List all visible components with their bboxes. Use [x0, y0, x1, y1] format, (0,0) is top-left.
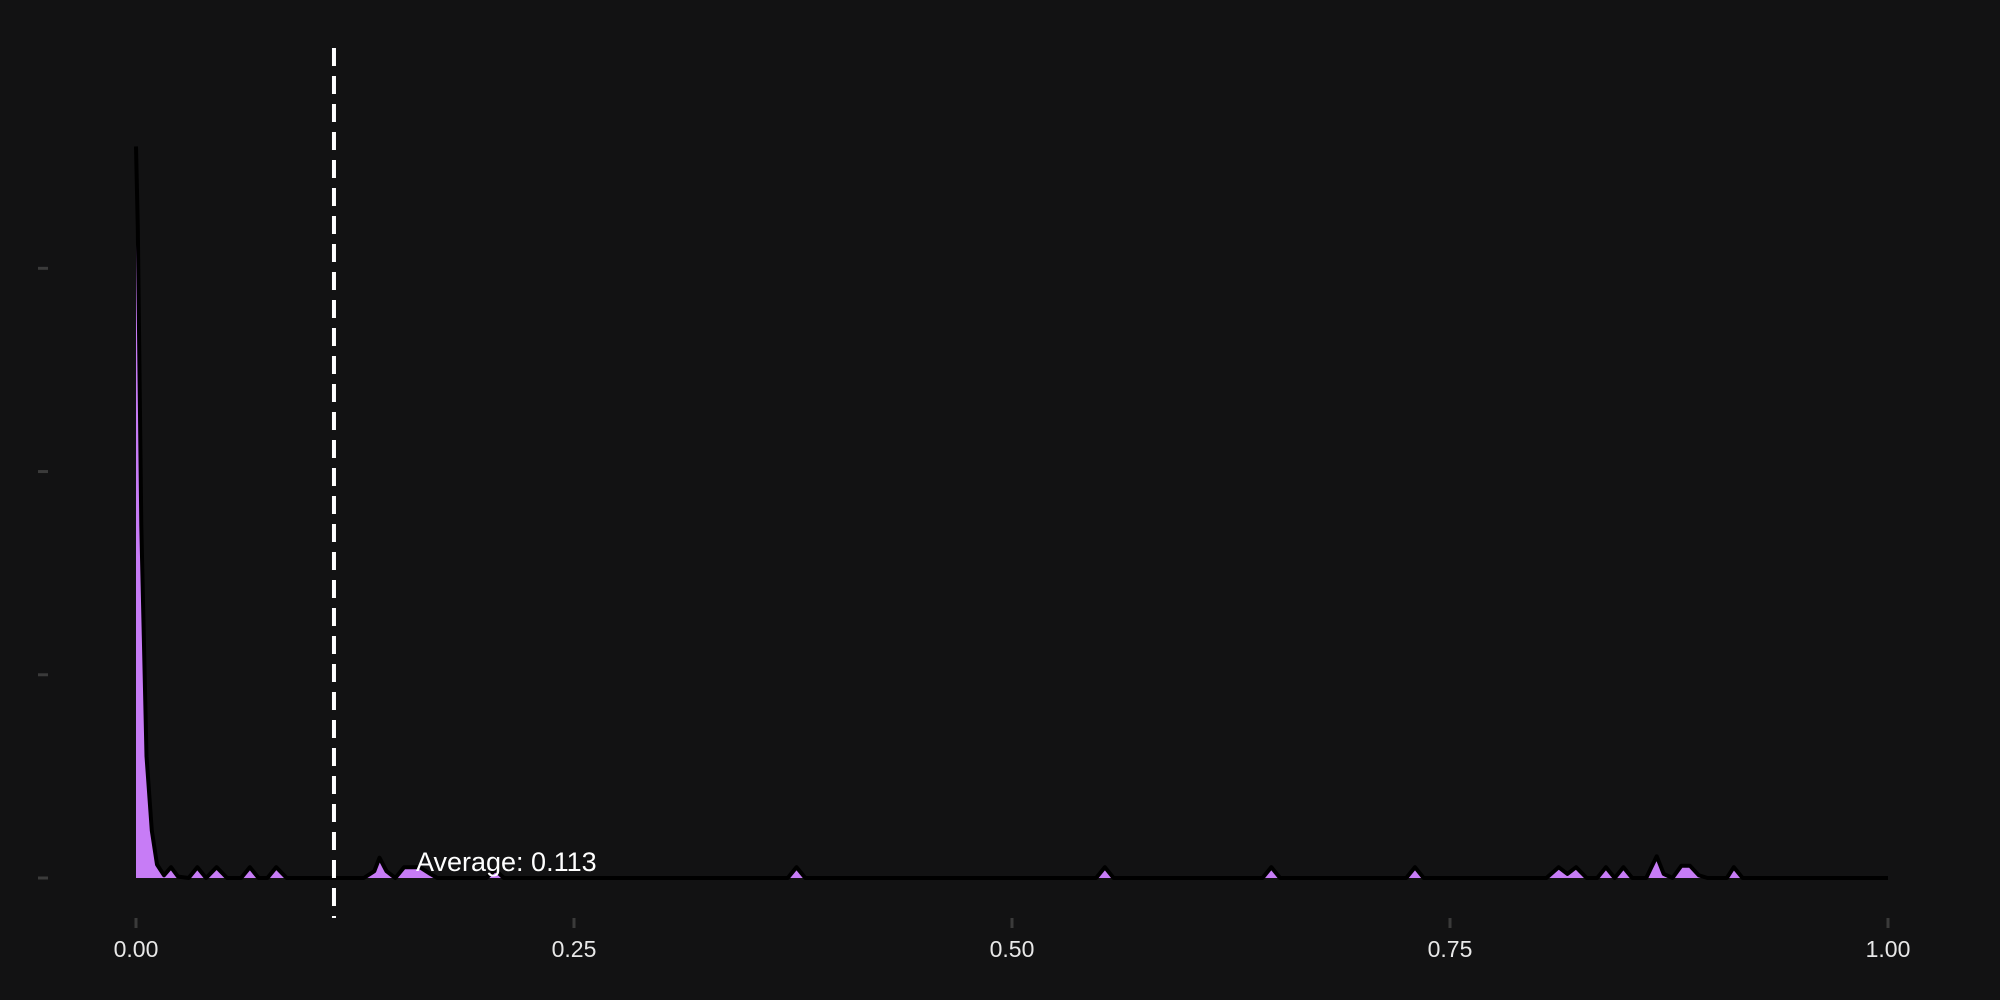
x-axis: 0.00 0.25 0.50 0.75 1.00	[114, 918, 1911, 962]
density-line	[134, 146, 1888, 880]
mean-label: Average: 0.113	[416, 847, 597, 877]
y-axis-ticks	[38, 266, 48, 880]
x-tick-label-3: 0.75	[1428, 936, 1473, 962]
x-tick-label-2: 0.50	[990, 936, 1035, 962]
x-tick-label-4: 1.00	[1866, 936, 1911, 962]
x-tick-label-0: 0.00	[114, 936, 159, 962]
x-tick-label-1: 0.25	[552, 936, 597, 962]
